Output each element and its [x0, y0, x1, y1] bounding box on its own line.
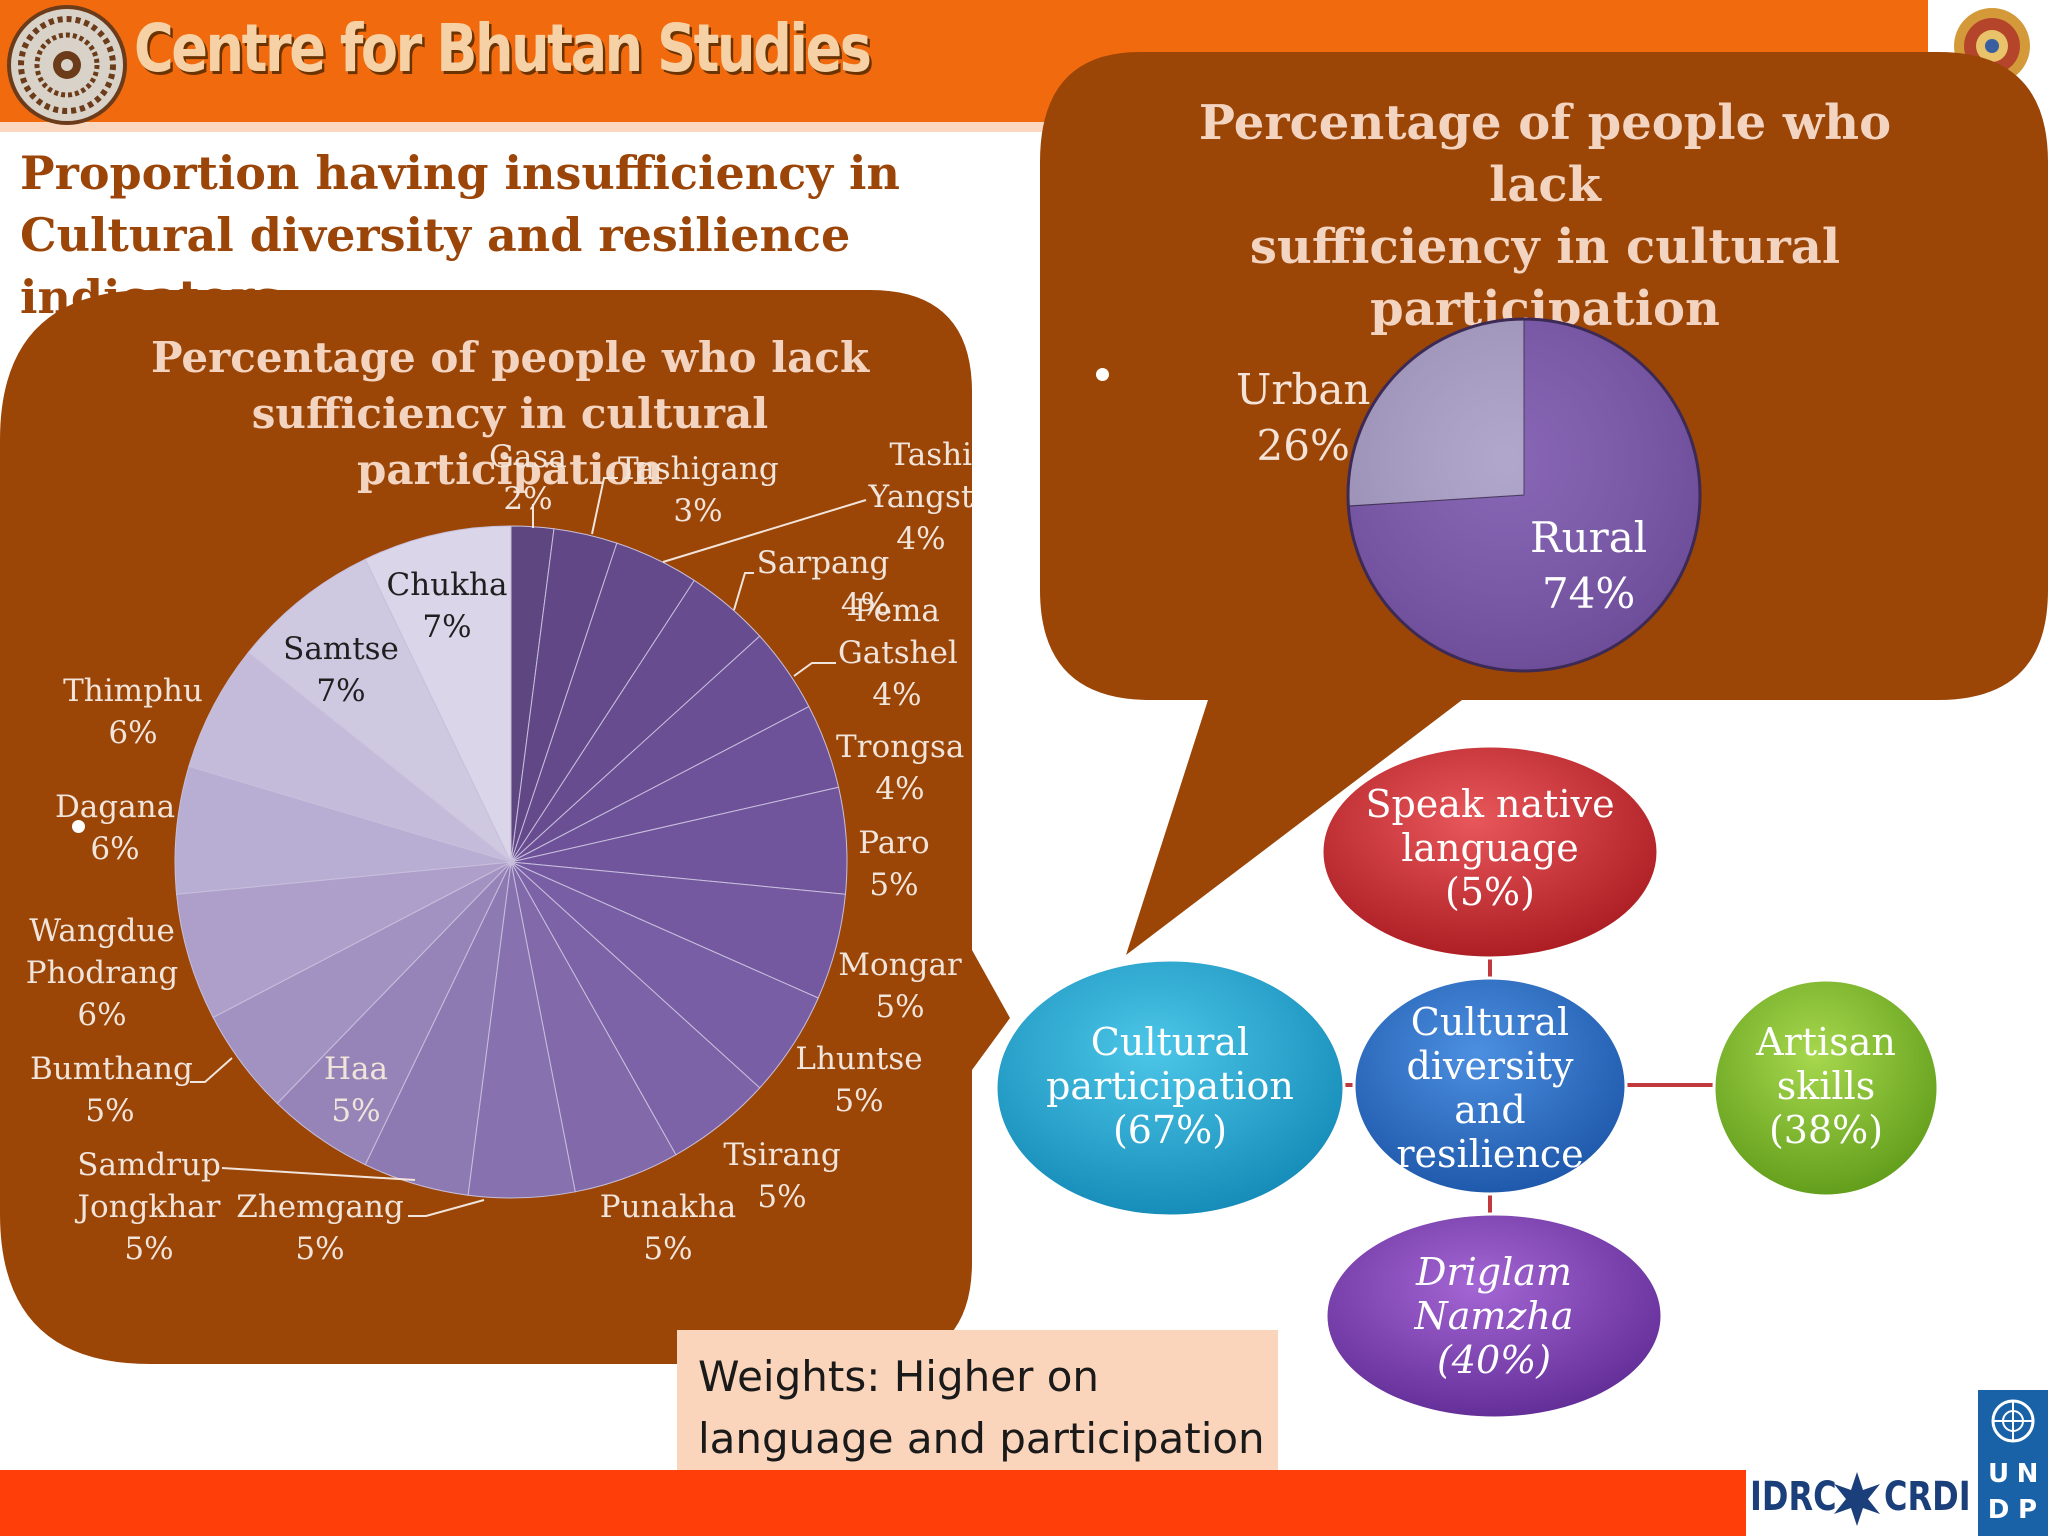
leader-samdrup — [221, 1167, 416, 1181]
cultural-participation-text: Cultural participation (67%) — [1046, 1020, 1294, 1152]
label-bumthang: Bumthang 5% — [30, 1051, 193, 1129]
label-gasa: Gasa 2% — [489, 439, 567, 517]
label-rural: Rural 74% — [1530, 513, 1648, 618]
driglam-namzha-text: Driglam Namzha (40%) — [1414, 1250, 1574, 1382]
left-chart-title: Percentage of people who lack sufficienc… — [150, 333, 870, 494]
weights-note-text: Weights: Higher on language and particip… — [698, 1352, 1265, 1463]
label-trongsa: Trongsa 4% — [836, 729, 965, 807]
pie-slice-dagana — [174, 765, 512, 895]
node-artisan-skills — [1712, 978, 1940, 1198]
node-cultural-diversity — [1352, 976, 1628, 1196]
banner-strip — [0, 122, 1928, 132]
label-samdrup-jongkhar: Samdrup Jongkhar 5% — [77, 1147, 221, 1267]
node-driglam-namzha — [1324, 1212, 1664, 1420]
label-wangdue-phodrang: Wangdue Phodrang 6% — [25, 913, 179, 1033]
label-dagana: Dagana 6% — [54, 789, 176, 867]
org-name: Centre for Bhutan Studies — [134, 10, 872, 87]
bottom-banner — [0, 1470, 1752, 1536]
un-globe-icon — [1991, 1399, 2035, 1443]
label-tsirang: Tsirang 5% — [723, 1137, 841, 1215]
leader-zhemgang — [408, 1199, 485, 1217]
label-pema-gatshel: Pema Gatshel 4% — [838, 593, 958, 713]
label-mongar: Mongar 5% — [838, 947, 962, 1025]
label-sarpang: Sarpang 4% — [756, 545, 890, 623]
cultural-diversity-text: Cultural diversity and resilience — [1396, 1000, 1584, 1176]
leader-bumthang — [190, 1057, 233, 1083]
label-haa: Haa 5% — [324, 1051, 388, 1129]
bullet-dot — [1096, 368, 1109, 381]
leader-tashiyangst — [662, 499, 867, 563]
right-chart-title: Percentage of people who lack sufficienc… — [1198, 95, 1892, 337]
label-lhuntse: Lhuntse 5% — [795, 1041, 923, 1119]
pie-slice-chukha — [364, 525, 512, 863]
label-samtse: Samtse 7% — [283, 631, 399, 709]
label-urban: Urban 26% — [1236, 365, 1371, 470]
maple-star-icon — [1834, 1472, 1880, 1526]
label-paro: Paro 5% — [858, 825, 930, 903]
leader-sarpang — [733, 572, 754, 611]
label-tashigang: Tashigang 3% — [618, 451, 779, 529]
bullet-dot — [72, 820, 85, 833]
label-punakha: Punakha 5% — [599, 1189, 737, 1267]
leader-pema — [793, 662, 836, 677]
speak-native-language-text: Speak native language (5%) — [1365, 782, 1615, 914]
node-cultural-participation — [994, 958, 1346, 1218]
leader-tashigang — [591, 477, 618, 535]
artisan-skills-text: Artisan skills (38%) — [1756, 1020, 1896, 1152]
pie-slice-thimphu — [188, 651, 512, 863]
label-thimphu: Thimphu 6% — [63, 673, 203, 751]
label-zhemgang: Zhemgang 5% — [236, 1189, 404, 1267]
pie-slice-wangdue-phodrang — [176, 861, 512, 1019]
pie-slice-samtse — [247, 558, 512, 863]
wheel-logo-icon — [7, 5, 127, 125]
weights-note-box — [677, 1330, 1278, 1474]
label-chukha: Chukha 7% — [386, 567, 508, 645]
idrc-crdi-logo: IDRC CRDI — [1746, 1462, 1971, 1536]
node-speak-native-language — [1320, 744, 1660, 960]
label-tashiyangst: Tashi Yangst 4% — [868, 437, 974, 557]
